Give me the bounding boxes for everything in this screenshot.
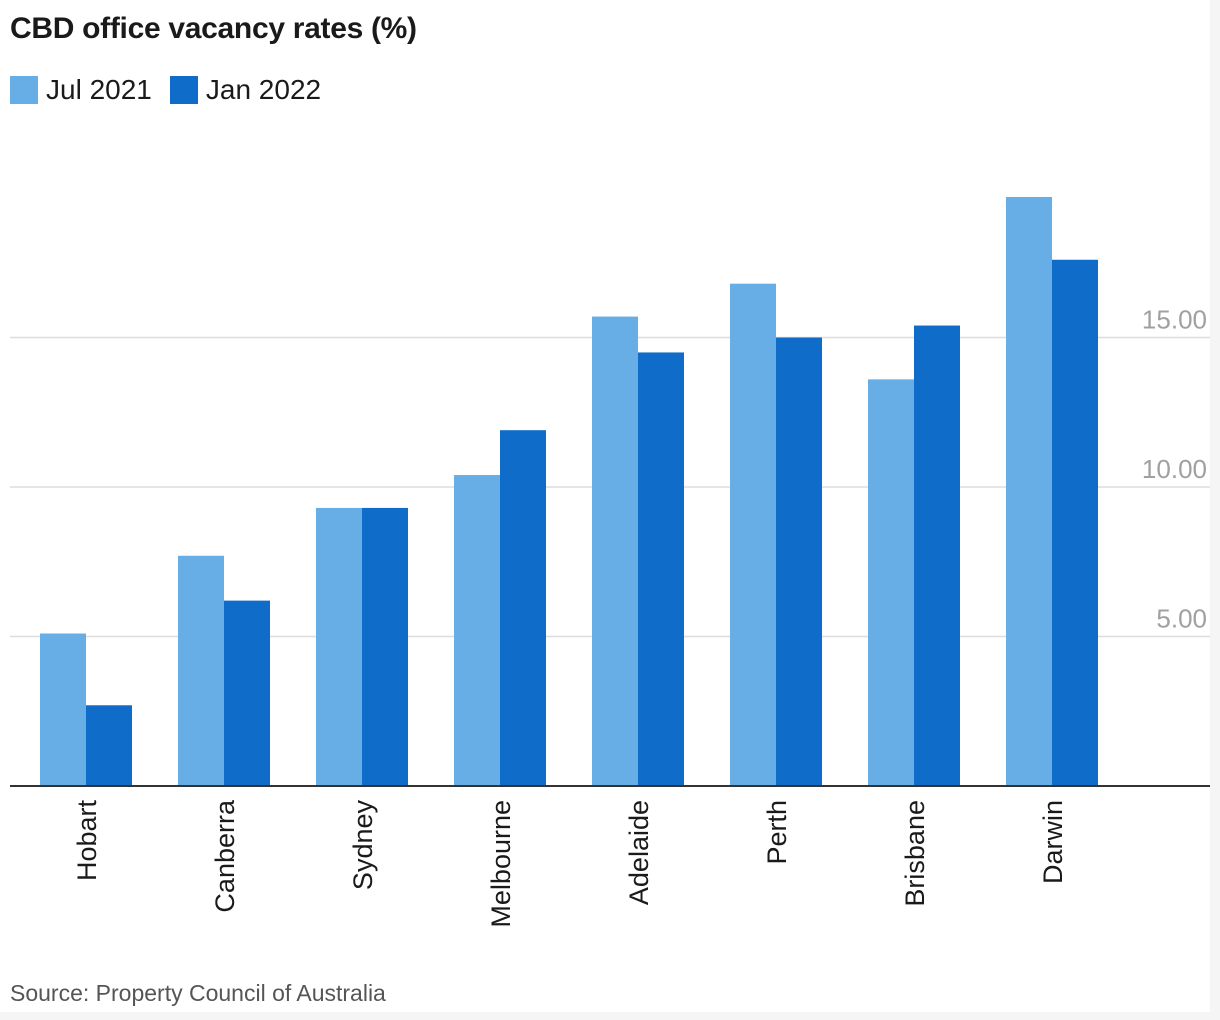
legend: Jul 2021 Jan 2022 (10, 74, 339, 106)
y-tick-label-5: 5.00 (1156, 604, 1207, 634)
bar-brisbane-jul-2021 (868, 379, 914, 786)
bar-melbourne-jul-2021 (454, 475, 500, 786)
y-tick-label-15: 15.00 (1142, 305, 1207, 335)
bar-canberra-jul-2021 (178, 555, 224, 786)
bar-hobart-jan-2022 (86, 705, 132, 786)
legend-item-jan-2022: Jan 2022 (169, 74, 322, 106)
legend-label-jul-2021: Jul 2021 (46, 74, 152, 105)
chart-title: CBD office vacancy rates (%) (10, 12, 417, 45)
x-tick-label-darwin: Darwin (1038, 800, 1068, 884)
legend-label-jan-2022: Jan 2022 (205, 74, 322, 105)
x-tick-label-hobart: Hobart (72, 800, 102, 882)
legend-swatch-jul-2021 (10, 76, 38, 104)
x-tick-label-melbourne: Melbourne (486, 800, 516, 928)
bar-hobart-jul-2021 (40, 633, 86, 786)
bar-darwin-jul-2021 (1006, 196, 1052, 787)
bar-sydney-jul-2021 (316, 507, 362, 786)
bar-perth-jan-2022 (776, 337, 822, 786)
bar-perth-jul-2021 (730, 283, 776, 786)
y-tick-label-10: 10.00 (1142, 454, 1207, 484)
x-tick-label-adelaide: Adelaide (624, 800, 654, 905)
bar-melbourne-jan-2022 (500, 430, 546, 786)
bar-adelaide-jan-2022 (638, 352, 684, 786)
x-tick-label-brisbane: Brisbane (900, 800, 930, 907)
bar-canberra-jan-2022 (224, 600, 270, 786)
bar-darwin-jan-2022 (1052, 259, 1098, 786)
legend-item-jul-2021: Jul 2021 (10, 74, 152, 106)
bar-brisbane-jan-2022 (914, 325, 960, 786)
x-tick-label-perth: Perth (762, 800, 792, 865)
bar-chart-plot: 5.00 10.00 15.00 Hobart Canberra Sydney Melbou… (10, 196, 1210, 928)
x-tick-label-canberra: Canberra (210, 799, 240, 913)
bar-sydney-jan-2022 (362, 507, 408, 786)
source-note: Source: Property Council of Australia (10, 980, 386, 1006)
bar-adelaide-jul-2021 (592, 316, 638, 786)
x-tick-label-sydney: Sydney (348, 800, 378, 891)
legend-swatch-jan-2022 (169, 76, 198, 104)
